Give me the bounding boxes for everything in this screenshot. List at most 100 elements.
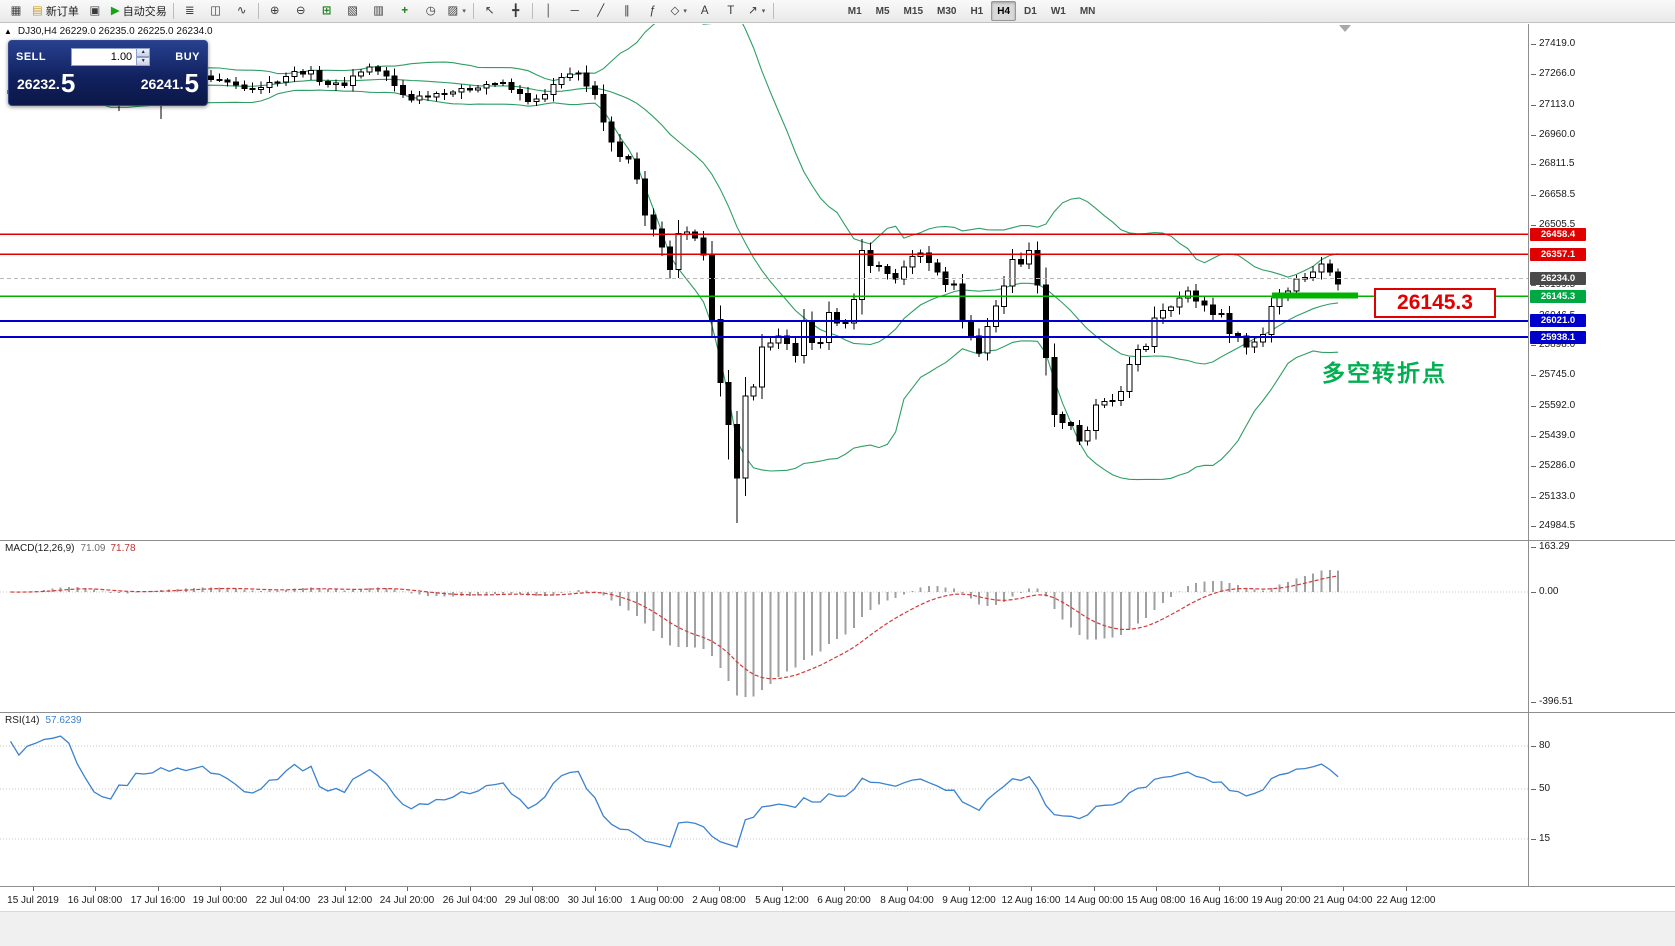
timeframe-h4[interactable]: H4 bbox=[991, 1, 1017, 21]
fibonacci-retracement-icon: ƒ bbox=[649, 5, 656, 17]
time-tick bbox=[1343, 887, 1344, 891]
periods-icon: ◷ bbox=[425, 5, 436, 17]
time-axis-label: 5 Aug 12:00 bbox=[755, 895, 809, 906]
timeframe-mn[interactable]: MN bbox=[1079, 5, 1096, 17]
timeframe-w1[interactable]: W1 bbox=[1050, 5, 1066, 17]
trade-panel-header: SELL 1.00 ▲ ▼ BUY bbox=[9, 41, 207, 69]
trendline-button[interactable]: ╱ bbox=[588, 0, 614, 22]
text-button[interactable]: A bbox=[692, 0, 718, 22]
fibonacci-retracement-button[interactable]: ƒ bbox=[640, 0, 666, 22]
timeframe-m1[interactable]: M1 bbox=[847, 5, 862, 17]
rsi-axis-label: 15 bbox=[1531, 833, 1550, 845]
zoom-in-button[interactable]: ⊕ bbox=[262, 0, 288, 22]
text-label-button[interactable]: T bbox=[718, 0, 744, 22]
arrow-tools-button[interactable]: ↗ ▾ bbox=[744, 0, 770, 22]
zoom-out-button[interactable]: ⊖ bbox=[288, 0, 314, 22]
macd-axis-label: 163.29 bbox=[1531, 541, 1570, 553]
volume-input[interactable]: 1.00 bbox=[71, 48, 138, 66]
toolbar-separator bbox=[257, 3, 259, 19]
tile-horizontally-button[interactable]: ▥ bbox=[366, 0, 392, 22]
buy-label: BUY bbox=[175, 51, 200, 63]
line-chart-button[interactable]: ∿ bbox=[229, 0, 255, 22]
shapes-icon: ◇ bbox=[670, 5, 680, 17]
timeframe-d1[interactable]: D1 bbox=[1024, 5, 1037, 17]
rsi-panel[interactable]: RSI(14) 57.6239 bbox=[0, 713, 1528, 886]
time-tick bbox=[782, 887, 783, 891]
vertical-line-button[interactable]: │ bbox=[536, 0, 562, 22]
time-tick bbox=[969, 887, 970, 891]
time-axis-label: 1 Aug 00:00 bbox=[630, 895, 684, 906]
chart-window-icon: ▣ bbox=[89, 5, 101, 17]
one-click-trading-panel: SELL 1.00 ▲ ▼ BUY 26232. 5 bbox=[8, 40, 208, 106]
time-tick bbox=[844, 887, 845, 891]
timeframe-m5[interactable]: M5 bbox=[875, 5, 890, 17]
timeframe-m30[interactable]: M30 bbox=[937, 5, 957, 17]
horizontal-line-button[interactable]: ─ bbox=[562, 0, 588, 22]
sell-button[interactable]: 26232. 5 bbox=[17, 68, 76, 98]
bottom-strip bbox=[0, 911, 1675, 946]
crosshair-button[interactable]: ╋ bbox=[503, 0, 529, 22]
templates-button[interactable]: ▨ ▾ bbox=[444, 0, 470, 22]
indicators-icon: + bbox=[401, 5, 409, 17]
time-axis[interactable]: 15 Jul 2019 16 Jul 08:00 17 Jul 16:00 19 Ju… bbox=[0, 887, 1528, 911]
volume-control: 1.00 ▲ ▼ bbox=[71, 48, 151, 66]
price-chart[interactable]: ▲ DJ30,H4 26229.0 26235.0 26225.0 26234.… bbox=[0, 24, 1528, 540]
time-axis-label: 21 Aug 04:00 bbox=[1313, 895, 1373, 906]
panel-splitter[interactable] bbox=[0, 886, 1675, 887]
time-tick bbox=[1219, 887, 1220, 891]
price-axis-label: 24984.5 bbox=[1531, 520, 1575, 532]
tile-windows-button[interactable]: ⊞ bbox=[314, 0, 340, 22]
time-axis-label: 23 Jul 12:00 bbox=[317, 895, 373, 906]
buy-button[interactable]: 26241. 5 bbox=[141, 70, 199, 96]
price-tag: 26458.4 bbox=[1530, 228, 1586, 241]
macd-panel[interactable]: MACD(12,26,9) 71.09 71.78 bbox=[0, 541, 1528, 712]
time-axis-label: 9 Aug 12:00 bbox=[942, 895, 996, 906]
new-chart-button[interactable]: ▦ bbox=[3, 0, 29, 22]
time-axis-label: 16 Aug 16:00 bbox=[1189, 895, 1249, 906]
cascade-windows-button[interactable]: ▧ bbox=[340, 0, 366, 22]
panel-splitter[interactable] bbox=[0, 712, 1675, 713]
bar-chart-button[interactable]: ≣ bbox=[177, 0, 203, 22]
time-tick bbox=[1156, 887, 1157, 891]
time-tick bbox=[283, 887, 284, 891]
price-annotation-box[interactable]: 26145.3 bbox=[1374, 288, 1496, 318]
auto-trading-label: 自动交易 bbox=[122, 6, 167, 18]
text-icon: A bbox=[700, 5, 709, 17]
time-axis-label: 17 Jul 16:00 bbox=[130, 895, 186, 906]
volume-down-button[interactable]: ▼ bbox=[137, 57, 151, 66]
timeframe-m15[interactable]: M15 bbox=[903, 5, 923, 17]
time-axis-label: 30 Jul 16:00 bbox=[567, 895, 623, 906]
shapes-button[interactable]: ◇ ▾ bbox=[666, 0, 692, 22]
timeframe-h1[interactable]: H1 bbox=[970, 5, 984, 17]
equidistant-channel-button[interactable]: ∥ bbox=[614, 0, 640, 22]
toolbar-spacer bbox=[777, 11, 841, 12]
arrow-tools-icon: ↗ bbox=[748, 5, 758, 17]
rsi-axis[interactable]: 80 50 15 bbox=[1529, 713, 1675, 886]
time-tick bbox=[1281, 887, 1282, 891]
time-tick bbox=[345, 887, 346, 891]
new-order-button[interactable]: ▤ 新订单 bbox=[29, 0, 82, 22]
chart-window-button[interactable]: ▣ bbox=[82, 0, 108, 22]
time-tick bbox=[220, 887, 221, 891]
macd-axis[interactable]: 163.29 0.00 -396.51 bbox=[1529, 541, 1675, 712]
cursor-button[interactable]: ↖ bbox=[477, 0, 503, 22]
price-axis-label: 25898.0 bbox=[1531, 339, 1575, 351]
tile-windows-icon: ⊞ bbox=[321, 5, 332, 17]
crosshair-icon: ╋ bbox=[512, 5, 520, 17]
auto-trading-button[interactable]: ▶ 自动交易 bbox=[108, 0, 170, 22]
note-annotation[interactable]: 多空转折点 bbox=[1322, 360, 1447, 386]
price-axis[interactable]: 27419.0 27266.0 27113.0 26960.0 26811.5 26658… bbox=[1529, 24, 1675, 540]
candlestick-chart-button[interactable]: ◫ bbox=[203, 0, 229, 22]
one-click-collapse-icon[interactable]: ▲ bbox=[4, 27, 12, 36]
volume-up-button[interactable]: ▲ bbox=[137, 48, 151, 57]
time-axis-label: 6 Aug 20:00 bbox=[817, 895, 871, 906]
panel-splitter[interactable] bbox=[0, 540, 1675, 541]
indicators-button[interactable]: + bbox=[392, 0, 418, 22]
price-axis-label: 25592.0 bbox=[1531, 400, 1575, 412]
toolbar-separator bbox=[531, 3, 533, 19]
macd-axis-label: -396.51 bbox=[1531, 696, 1573, 708]
time-axis-label: 22 Jul 04:00 bbox=[255, 895, 311, 906]
periods-button[interactable]: ◷ bbox=[418, 0, 444, 22]
sell-price-big-digit: 5 bbox=[60, 68, 76, 98]
